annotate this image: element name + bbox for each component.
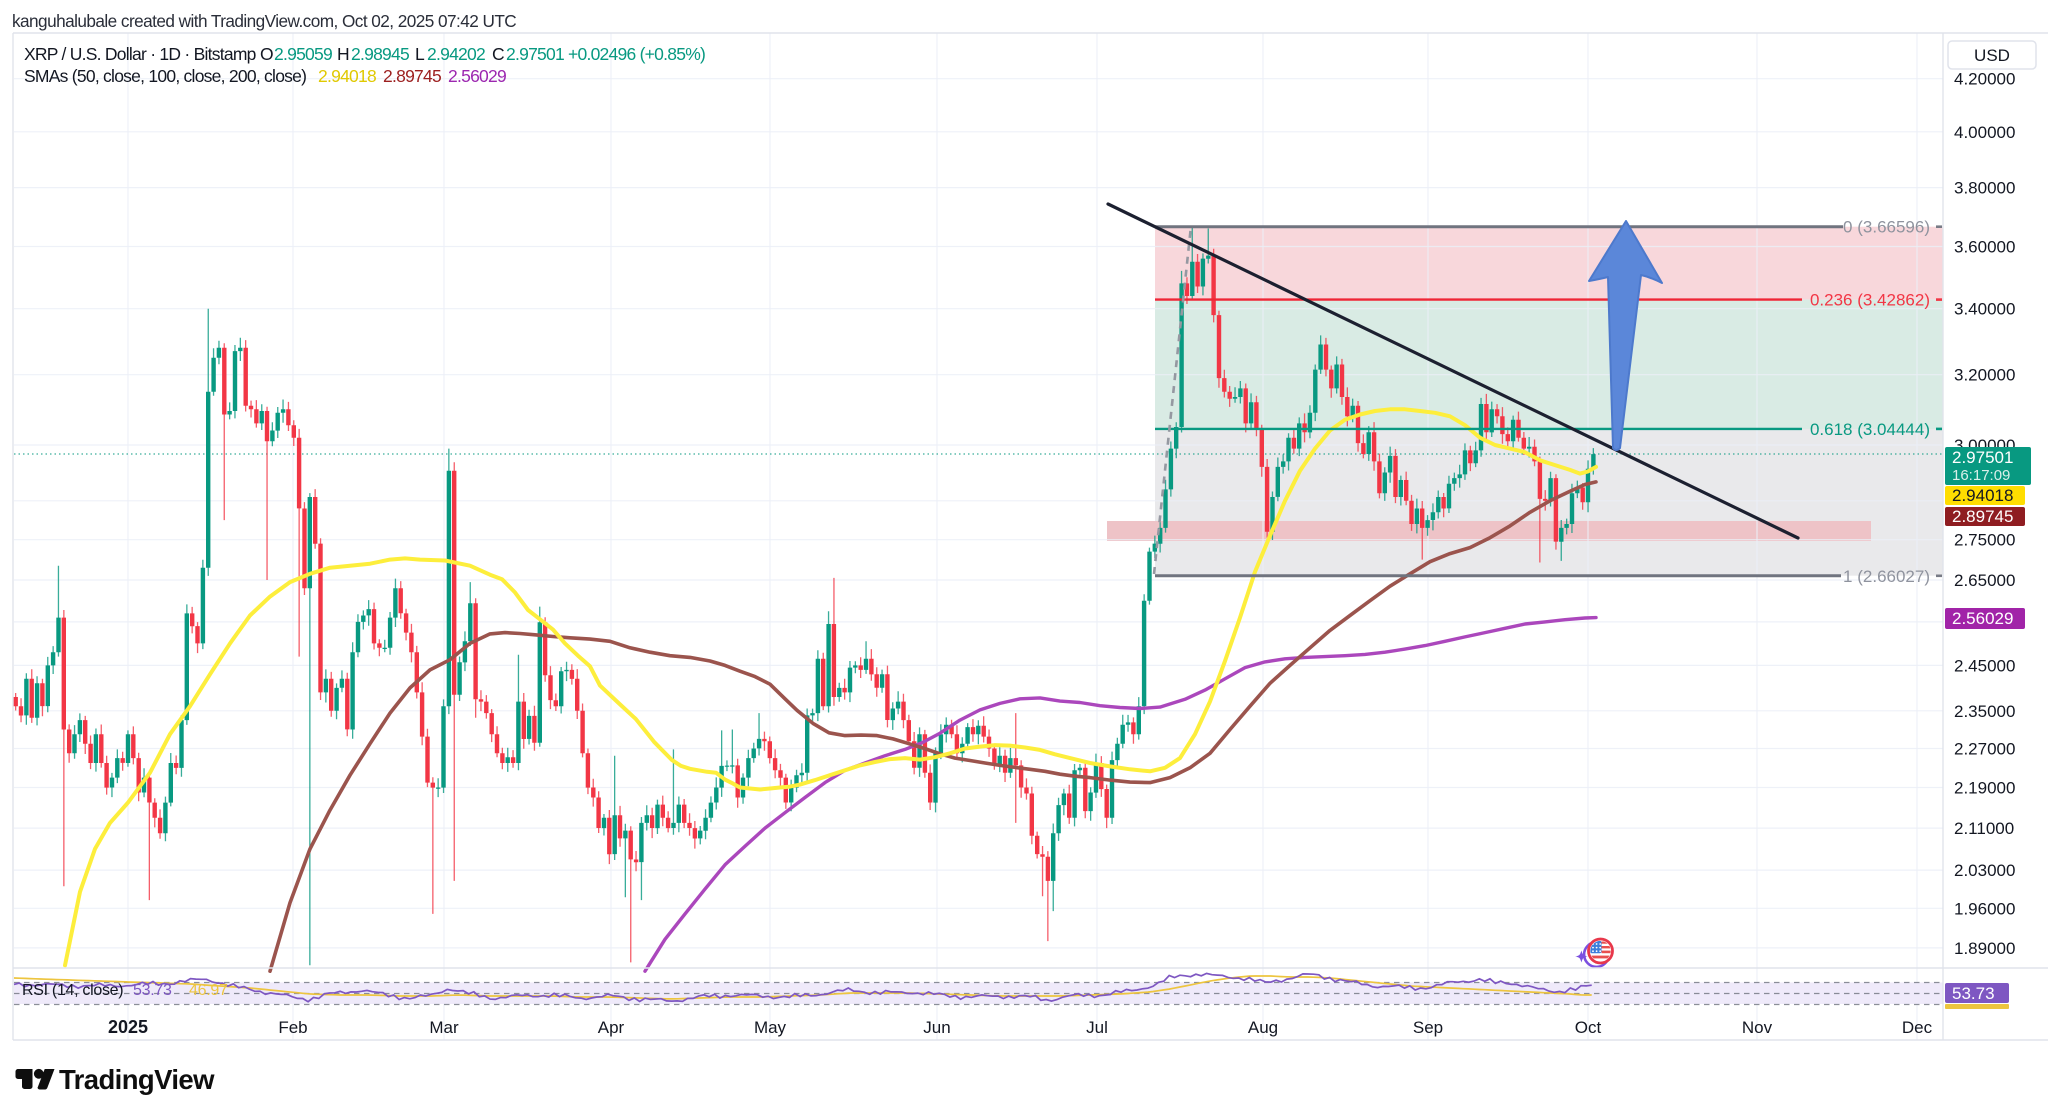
svg-text:16:17:09: 16:17:09 [1952,467,2010,484]
svg-text:SMAs (50, close, 100, close, 2: SMAs (50, close, 100, close, 200, close)… [24,66,506,86]
svg-text:2.11000: 2.11000 [1954,819,2014,838]
svg-text:2.56029: 2.56029 [1952,609,2013,628]
svg-text:2.27000: 2.27000 [1954,740,2015,759]
svg-text:XRP / U.S. Dollar · 1D · Bitst: XRP / U.S. Dollar · 1D · Bitstamp O2.9505… [24,44,705,64]
svg-text:2.94018: 2.94018 [1952,486,2013,505]
svg-text:Mar: Mar [429,1018,459,1037]
svg-text:2.89745: 2.89745 [1952,507,2013,526]
svg-text:3.80000: 3.80000 [1954,179,2015,198]
svg-text:Nov: Nov [1742,1018,1773,1037]
svg-text:Oct: Oct [1575,1018,1602,1037]
svg-text:0.236 (3.42862): 0.236 (3.42862) [1810,291,1930,310]
svg-text:1.89000: 1.89000 [1954,939,2015,958]
svg-text:4.00000: 4.00000 [1954,123,2015,142]
svg-text:53.73: 53.73 [1952,984,1995,1003]
svg-text:4.20000: 4.20000 [1954,70,2015,89]
svg-text:Jun: Jun [923,1018,950,1037]
svg-text:1.96000: 1.96000 [1954,899,2015,918]
svg-text:2.03000: 2.03000 [1954,861,2015,880]
svg-text:Feb: Feb [278,1018,307,1037]
svg-text:2.75000: 2.75000 [1954,531,2015,550]
svg-text:0.618 (3.04444): 0.618 (3.04444) [1810,420,1930,439]
svg-text:3.40000: 3.40000 [1954,300,2015,319]
svg-text:Apr: Apr [598,1018,625,1037]
svg-text:2.65000: 2.65000 [1954,571,2015,590]
svg-text:2.97501: 2.97501 [1952,448,2013,467]
svg-text:TradingView: TradingView [59,1064,215,1095]
svg-text:1 (2.66027): 1 (2.66027) [1843,567,1930,586]
svg-text:2.45000: 2.45000 [1954,656,2015,675]
svg-text:2.35000: 2.35000 [1954,702,2015,721]
svg-text:Dec: Dec [1902,1018,1933,1037]
svg-text:3.20000: 3.20000 [1954,366,2015,385]
svg-text:USD: USD [1974,46,2010,65]
svg-text:Sep: Sep [1413,1018,1443,1037]
svg-text:2025: 2025 [108,1017,148,1037]
svg-text:May: May [754,1018,787,1037]
svg-text:Aug: Aug [1248,1018,1278,1037]
svg-text:kanguhalubale created with Tra: kanguhalubale created with TradingView.c… [12,11,516,31]
svg-text:Jul: Jul [1086,1018,1108,1037]
svg-text:0 (3.66596): 0 (3.66596) [1843,218,1930,237]
svg-text:3.60000: 3.60000 [1954,238,2015,257]
svg-text:2.19000: 2.19000 [1954,779,2015,798]
